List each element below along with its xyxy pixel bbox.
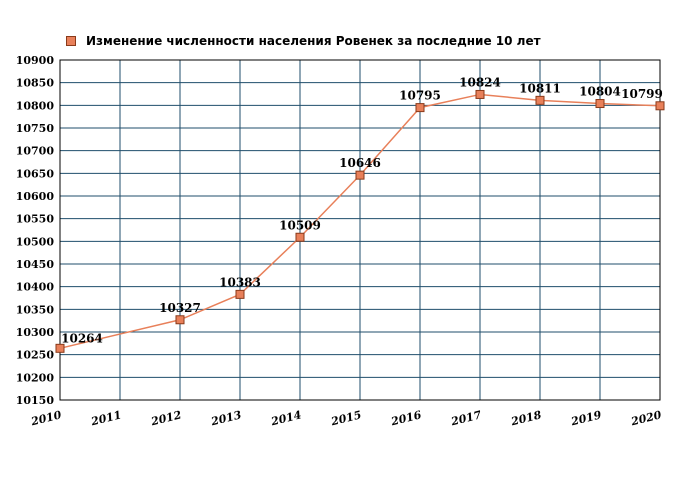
y-tick-label: 10850 [16, 77, 55, 90]
x-tick-label: 2012 [149, 408, 183, 428]
y-tick-label: 10400 [16, 281, 55, 294]
legend-marker-icon [66, 36, 76, 46]
y-tick-label: 10450 [16, 258, 55, 271]
y-tick-label: 10300 [16, 326, 55, 339]
data-point [475, 89, 485, 99]
series-line [59, 93, 661, 350]
data-label: 10509 [279, 218, 321, 232]
data-labels: 10264 10327 10383 10509 10646 10795 10824 10811… [61, 75, 663, 345]
x-tick-label: 2015 [329, 408, 363, 428]
y-tick-label: 10800 [16, 99, 55, 112]
x-tick-label: 2018 [509, 408, 543, 428]
x-tick-label: 2014 [269, 408, 303, 428]
data-label: 10799 [621, 87, 663, 101]
series-layer [55, 89, 665, 353]
data-label: 10646 [339, 156, 381, 170]
y-tick-label: 10350 [16, 303, 55, 316]
legend: Изменение численности населения Ровенек … [62, 32, 541, 50]
data-point [415, 103, 425, 113]
y-tick-label: 10900 [16, 54, 55, 67]
x-tick-label: 2013 [209, 408, 243, 428]
data-label: 10804 [579, 85, 621, 99]
y-tick-label: 10550 [16, 213, 55, 226]
y-tick-label: 10650 [16, 167, 55, 180]
data-label: 10795 [399, 89, 441, 103]
data-point [535, 95, 545, 105]
y-tick-label: 10500 [16, 235, 55, 248]
data-label: 10264 [61, 331, 103, 345]
x-tick-label: 2016 [389, 408, 423, 428]
x-tick-label: 2020 [629, 408, 663, 428]
data-point [655, 101, 665, 111]
x-tick-label: 2011 [89, 408, 123, 428]
plot-frame [59, 59, 661, 401]
data-point [595, 99, 605, 109]
data-point [295, 232, 305, 242]
y-tick-label: 10750 [16, 122, 55, 135]
y-tick-label: 10150 [16, 394, 55, 407]
grid [59, 59, 661, 401]
data-label: 10811 [519, 81, 561, 95]
x-tick-label: 2019 [569, 408, 603, 428]
x-tick-label: 2010 [29, 408, 63, 428]
data-point [355, 170, 365, 180]
data-point [175, 315, 185, 325]
y-tick-label: 10200 [16, 371, 55, 384]
y-tick-label: 10600 [16, 190, 55, 203]
data-label: 10383 [219, 275, 261, 289]
data-label: 10327 [159, 301, 201, 315]
data-label: 10824 [459, 75, 501, 89]
data-point [55, 343, 65, 353]
data-point [235, 289, 245, 299]
x-tick-label: 2017 [449, 408, 483, 428]
legend-label: Изменение численности населения Ровенек … [86, 34, 541, 48]
y-tick-label: 10250 [16, 349, 55, 362]
y-tick-label: 10700 [16, 145, 55, 158]
